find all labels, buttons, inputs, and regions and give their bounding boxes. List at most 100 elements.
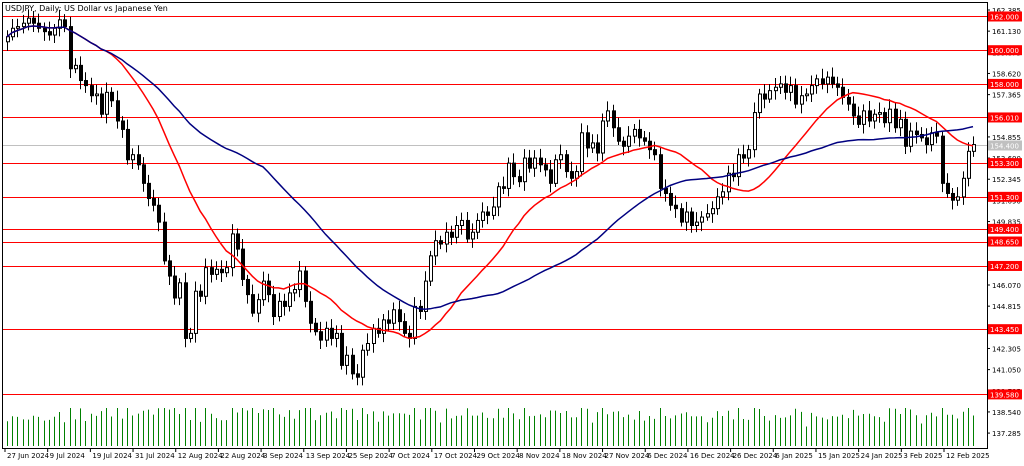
time-tick-label: 27 Nov 2024 — [605, 452, 650, 460]
level-label-box — [988, 236, 1022, 247]
candle-bearish — [126, 128, 130, 161]
candle-bullish — [445, 231, 449, 245]
candle-bearish — [549, 169, 553, 184]
level-label: 153.300 — [990, 160, 1019, 168]
moving-averages — [6, 25, 974, 340]
candle-bullish — [774, 86, 778, 92]
candle-bearish — [173, 275, 177, 299]
candle-bullish — [789, 85, 793, 93]
candle-bullish — [815, 78, 819, 87]
candle-bearish — [439, 240, 443, 245]
candle-bullish — [606, 110, 610, 122]
price-tick-label: 152.345 — [992, 176, 1021, 184]
candle-bullish — [523, 157, 527, 183]
candle-bullish — [131, 154, 135, 161]
candle-bullish — [873, 113, 877, 122]
candle-bullish — [298, 270, 302, 291]
candle-bearish — [763, 93, 767, 100]
level-label-box — [988, 112, 1022, 123]
candle-bearish — [304, 270, 308, 302]
candle-bearish — [403, 321, 407, 334]
candle-bearish — [680, 208, 684, 223]
candle-bullish — [805, 93, 809, 97]
candle-bullish — [810, 85, 814, 95]
level-label: 162.000 — [990, 13, 1019, 21]
time-axis: 27 Jun 2024 9 Jul 2024 19 Jul 2024 31 Jul 2… — [4, 448, 990, 460]
candle-bearish — [79, 64, 83, 82]
candle-bullish — [262, 280, 266, 301]
time-tick-label: 13 Sep 2024 — [306, 452, 351, 460]
candle-bearish — [152, 198, 156, 206]
candle-bearish — [653, 149, 657, 156]
candle-bullish — [366, 342, 370, 351]
price-tick-label: 141.050 — [992, 367, 1021, 375]
candle-bearish — [894, 108, 898, 129]
price-tick-label: 154.855 — [992, 134, 1021, 142]
candle-bullish — [533, 157, 537, 169]
candle-bearish — [659, 154, 663, 189]
candle-bullish — [888, 108, 892, 124]
candle-bearish — [617, 127, 621, 142]
candle-bearish — [512, 162, 516, 178]
candle-bearish — [69, 26, 73, 70]
candle-bearish — [742, 154, 746, 159]
candle-bullish — [727, 172, 731, 193]
time-tick-label: 17 Oct 2024 — [434, 452, 478, 460]
candle-bearish — [565, 154, 569, 173]
candle-bullish — [53, 27, 57, 36]
candle-bullish — [909, 130, 913, 147]
candle-bearish — [32, 17, 36, 24]
time-tick-label: 3 Feb 2025 — [903, 452, 942, 460]
candle-bearish — [821, 78, 825, 85]
candle-bullish — [481, 211, 485, 221]
candle-bearish — [236, 233, 240, 250]
candle-bearish — [883, 112, 887, 124]
candle-bearish — [831, 76, 835, 85]
time-tick-label: 3 Sep 2024 — [263, 452, 303, 460]
time-tick-label: 12 Feb 2025 — [946, 452, 990, 460]
candle-bullish — [194, 290, 198, 334]
candle-bearish — [199, 290, 203, 297]
level-label-box — [988, 191, 1022, 202]
candle-bullish — [215, 268, 219, 275]
level-label-box — [988, 158, 1022, 169]
candle-bearish — [539, 157, 543, 166]
level-label-box — [988, 223, 1022, 234]
candle-bearish — [528, 157, 532, 169]
candle-bearish — [664, 187, 668, 194]
candle-bearish — [946, 182, 950, 194]
candle-bearish — [544, 164, 548, 171]
level-label: 149.400 — [990, 226, 1019, 234]
candle-bearish — [137, 154, 141, 166]
candle-bearish — [502, 186, 506, 189]
candle-bullish — [627, 135, 631, 147]
candle-bearish — [309, 300, 313, 324]
candle-bearish — [283, 300, 287, 307]
candle-bearish — [251, 294, 255, 314]
price-axis: 162.385161.130159.875158.620157.365156.1… — [987, 3, 1024, 448]
candle-bullish — [178, 282, 182, 299]
candle-bearish — [915, 130, 919, 135]
candle-bullish — [507, 162, 511, 189]
price-tick-label: 161.130 — [992, 28, 1021, 36]
price-tick-label: 146.070 — [992, 282, 1021, 290]
candle-bullish — [257, 299, 261, 314]
candle-bearish — [941, 135, 945, 184]
candle-bearish — [90, 85, 94, 97]
candle-bearish — [622, 140, 626, 147]
candle-bullish — [753, 112, 757, 151]
candle-bullish — [601, 120, 605, 154]
candle-bullish — [706, 213, 710, 218]
candle-bearish — [518, 176, 522, 183]
candle-bearish — [220, 268, 224, 274]
candle-bullish — [962, 177, 966, 198]
time-tick-label: 18 Nov 2024 — [562, 452, 607, 460]
candle-bearish — [638, 128, 642, 139]
candle-bullish — [105, 91, 109, 115]
time-tick-label: 9 Jul 2024 — [50, 452, 86, 460]
candle-bullish — [372, 327, 376, 344]
candle-bullish — [497, 186, 501, 208]
candle-bullish — [972, 144, 976, 152]
